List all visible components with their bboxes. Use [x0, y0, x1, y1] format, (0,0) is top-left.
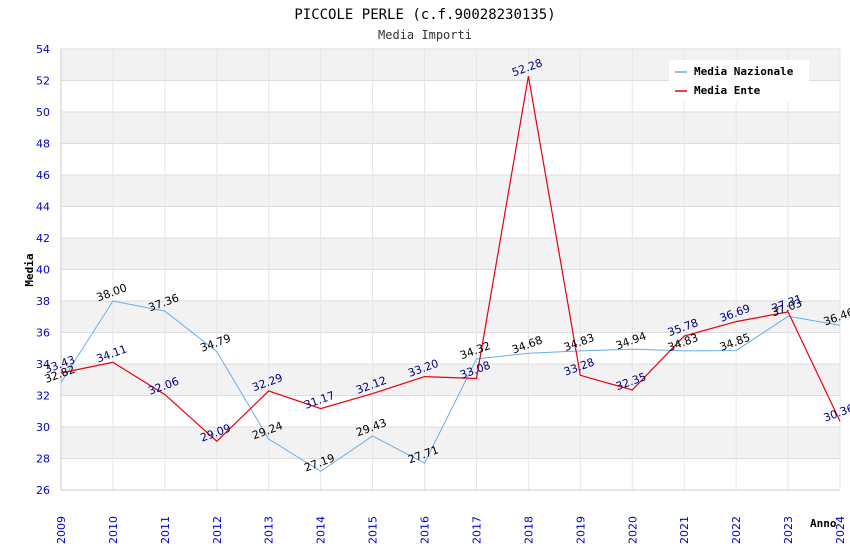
x-tick-label: 2012: [211, 516, 224, 544]
y-tick-label: 38: [36, 295, 50, 308]
x-axis-label: Anno: [810, 517, 837, 530]
series-line-nazionale: [60, 300, 841, 472]
chart-subtitle: Media Importi: [378, 28, 472, 42]
y-tick-label: 50: [36, 106, 50, 119]
y-tick-label: 42: [36, 232, 50, 245]
y-tick-label: 36: [36, 327, 50, 340]
y-tick-label: 44: [36, 201, 50, 214]
plot-bands: [61, 49, 840, 490]
plot-band: [61, 175, 840, 207]
x-tick-label: 2017: [470, 516, 483, 544]
plot-band: [61, 206, 840, 238]
x-tick-label: 2022: [730, 516, 743, 544]
y-tick-label: 30: [36, 421, 50, 434]
y-tick-label: 48: [36, 138, 50, 151]
x-axis-ticks: 2009 2010 2011 2012 2013 2014 2015 2016 2017 2018…: [55, 516, 847, 544]
plot-band: [61, 427, 840, 459]
y-tick-label: 32: [36, 390, 50, 403]
chart-title: PICCOLE PERLE (c.f.90028230135): [294, 7, 555, 23]
x-tick-label: 2020: [626, 516, 639, 544]
x-tick-label: 2011: [159, 516, 172, 544]
x-tick-label: 2014: [315, 516, 328, 544]
y-tick-label: 26: [36, 484, 50, 497]
x-tick-label: 2019: [574, 516, 587, 544]
x-tick-label: 2013: [263, 516, 276, 544]
y-tick-label: 46: [36, 169, 50, 182]
series-lines: [60, 75, 841, 472]
y-tick-label: 34: [36, 358, 50, 371]
plot-band: [61, 332, 840, 364]
y-axis-label: Media: [23, 253, 36, 286]
legend-box: [669, 60, 809, 102]
x-tick-label: 2010: [107, 516, 120, 544]
y-axis-ticks: 26 28 30 32 34 36 38 40 42 44 46 48 50 52 54: [36, 43, 50, 497]
plot-band: [61, 301, 840, 333]
x-tick-label: 2018: [522, 516, 535, 544]
gridlines: [60, 48, 841, 491]
plot-band: [61, 458, 840, 490]
y-tick-label: 40: [36, 264, 50, 277]
x-tick-label: 2016: [419, 516, 432, 544]
y-tick-label: 28: [36, 453, 50, 466]
x-tick-label: 2009: [55, 516, 68, 544]
y-tick-label: 52: [36, 75, 50, 88]
x-tick-label: 2023: [782, 516, 795, 544]
plot-band: [61, 269, 840, 301]
plot-band: [61, 143, 840, 175]
x-tick-label: 2015: [367, 516, 380, 544]
x-tick-label: 2024: [834, 516, 847, 544]
legend-label-ente: Media Ente: [694, 84, 761, 97]
plot-band: [61, 364, 840, 396]
series-line-ente: [60, 75, 841, 443]
legend: Media Nazionale Media Ente: [669, 60, 809, 102]
plot-band: [61, 238, 840, 270]
legend-label-nazionale: Media Nazionale: [694, 65, 794, 78]
y-tick-label: 54: [36, 43, 50, 56]
x-tick-label: 2021: [678, 516, 691, 544]
plot-band: [61, 112, 840, 144]
